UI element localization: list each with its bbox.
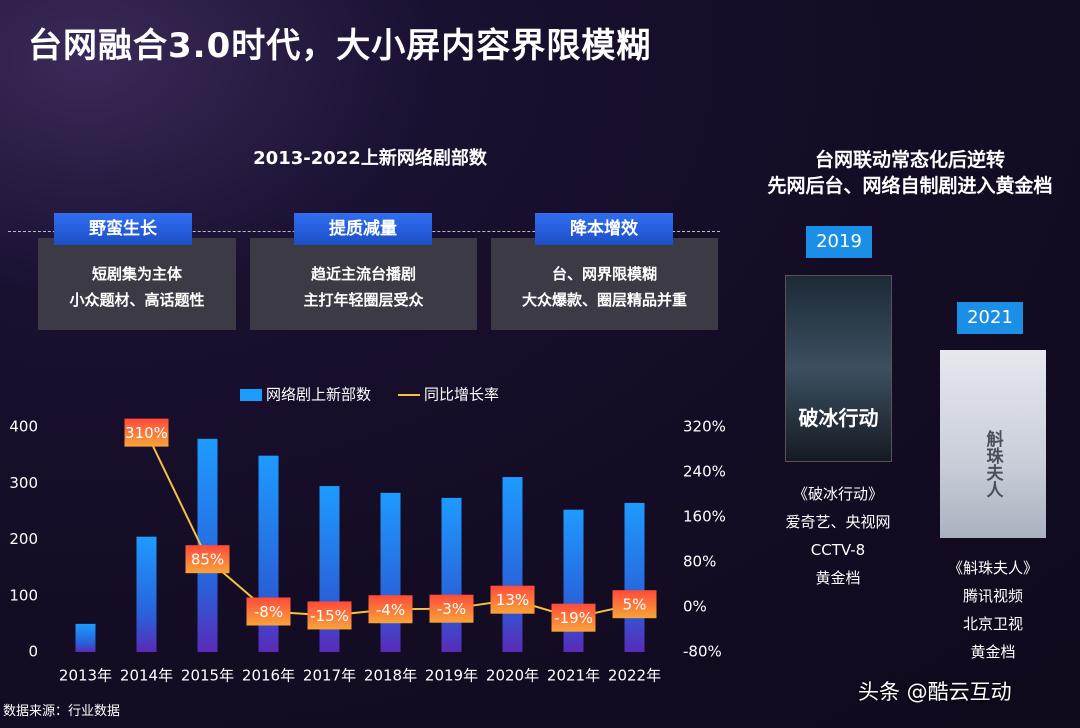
phase-panel: 短剧集为主体 小众题材、高话题性: [38, 238, 236, 330]
phase-line: 主打年轻圈层受众: [303, 291, 424, 309]
chart-title: 2013-2022上新网络剧部数: [253, 148, 487, 169]
label-box: [185, 545, 230, 574]
y-tick-label: 200: [9, 530, 38, 548]
x-tick-label: 2017年: [303, 667, 356, 685]
bar: [136, 536, 157, 652]
year-badge: 2021: [957, 302, 1023, 334]
label-box: [551, 603, 596, 632]
y2-tick-label: 240%: [683, 463, 726, 481]
year-badge: 2019: [806, 226, 872, 258]
y-tick-label: 300: [9, 474, 38, 492]
phase-tag: 提质减量: [294, 213, 432, 245]
right-heading: 台网联动常态化后逆转: [814, 149, 1005, 171]
data-label: 310%: [125, 424, 168, 442]
label-box: [307, 601, 352, 630]
x-tick-label: 2018年: [364, 667, 417, 685]
phase-tag: 降本增效: [535, 213, 673, 245]
data-label: -19%: [554, 609, 593, 627]
phase-line: 短剧集为主体: [91, 265, 182, 283]
y-tick-label: 400: [9, 418, 38, 436]
watermark: 头条 @酷云互动: [858, 680, 1012, 704]
source-note: 数据来源：行业数据: [3, 704, 121, 719]
y-tick-label: 0: [28, 643, 38, 661]
x-tick-label: 2016年: [242, 667, 295, 685]
poster-title: 破冰行动: [798, 406, 879, 430]
data-label: 13%: [496, 591, 529, 609]
phase-line: 台、网界限模糊: [551, 265, 657, 283]
data-label: 85%: [191, 551, 224, 569]
phase-panel: 台、网界限模糊 大众爆款、圈层精品并重: [491, 238, 718, 330]
x-tick-label: 2013年: [59, 667, 112, 685]
x-tick-label: 2021年: [547, 667, 600, 685]
label-box: [368, 595, 413, 624]
right-heading: 先网后台、网络自制剧进入黄金档: [767, 175, 1053, 197]
x-tick-label: 2019年: [425, 667, 478, 685]
phase-line: 小众题材、高话题性: [69, 291, 205, 309]
bar: [441, 497, 462, 652]
data-label: 5%: [623, 596, 647, 614]
show-title: 《破冰行动》: [792, 485, 883, 503]
show-caption: 《破冰行动》 爱奇艺、央视网 CCTV-8 黄金档: [758, 480, 918, 592]
bar: [75, 623, 96, 652]
show-line: 北京卫视: [962, 615, 1023, 633]
x-tick-label: 2014年: [120, 667, 173, 685]
label-box: [429, 594, 474, 623]
x-tick-label: 2020年: [486, 667, 539, 685]
x-tick-label: 2022年: [608, 667, 661, 685]
data-label: -8%: [254, 603, 283, 621]
y2-tick-label: 320%: [683, 418, 726, 436]
x-tick-label: 2015年: [181, 667, 234, 685]
y2-tick-label: 80%: [683, 553, 716, 571]
show-line: 黄金档: [815, 569, 861, 587]
data-label: -4%: [376, 601, 405, 619]
label-box: [124, 418, 169, 447]
bar: [502, 477, 523, 652]
phase-line: 趋近主流台播剧: [310, 265, 416, 283]
phase-line: 大众爆款、圈层精品并重: [521, 291, 687, 309]
legend-label: 同比增长率: [424, 386, 499, 404]
poster: 斛珠夫人: [940, 350, 1046, 538]
poster-title: 斛珠夫人: [982, 430, 1003, 498]
slide-title: 台网融合3.0时代，大小屏内容界限模糊: [28, 26, 652, 66]
y2-tick-label: -80%: [683, 643, 722, 661]
legend-swatch: [240, 389, 262, 401]
show-line: 腾讯视频: [962, 587, 1023, 605]
y-tick-label: 100: [9, 586, 38, 604]
data-label: -15%: [310, 607, 349, 625]
phase-panel: 趋近主流台播剧 主打年轻圈层受众: [250, 238, 477, 330]
label-box: [246, 597, 291, 626]
phase-tag: 野蛮生长: [54, 213, 192, 245]
show-title: 《斛珠夫人》: [947, 559, 1038, 577]
poster: 破冰行动: [785, 275, 892, 462]
label-box: [490, 585, 535, 614]
show-line: 黄金档: [970, 643, 1016, 661]
show-line: CCTV-8: [810, 541, 866, 559]
label-box: [612, 590, 657, 619]
show-caption: 《斛珠夫人》 腾讯视频 北京卫视 黄金档: [913, 554, 1073, 666]
show-line: 爱奇艺、央视网: [785, 513, 891, 531]
y2-tick-label: 160%: [683, 508, 726, 526]
y2-tick-label: 0%: [683, 598, 707, 616]
legend-label: 网络剧上新部数: [266, 386, 371, 404]
bar: [380, 492, 401, 652]
data-label: -3%: [437, 600, 466, 618]
bar: [624, 502, 645, 652]
